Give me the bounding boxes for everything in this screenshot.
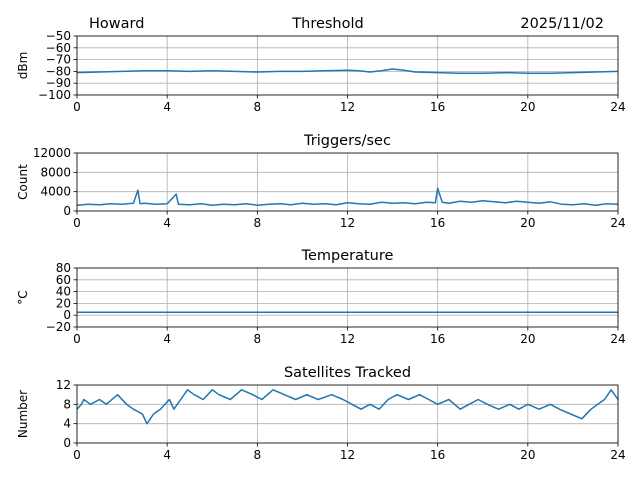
threshold-ytick-label-2: −80 <box>46 64 71 78</box>
temperature-ylabel: °C <box>16 290 30 304</box>
panel-threshold: 0 4 8 12 16 20 24 −100−90−80−70−60−50 dBm <box>16 29 626 114</box>
temperature-xtick-label-1: 4 <box>163 332 171 346</box>
triggers-xtick-label-2: 8 <box>254 216 262 230</box>
triggers-title: Triggers/sec <box>303 133 391 149</box>
temperature-xtick-label-6: 24 <box>610 332 625 346</box>
temperature-xtick-label-5: 20 <box>520 332 535 346</box>
threshold-ytick-label-5: −50 <box>46 29 71 43</box>
threshold-xtick-label-0: 0 <box>73 100 81 114</box>
satellites-xtick-label-5: 20 <box>520 448 535 462</box>
temperature-ytick-label-3: 40 <box>56 285 71 299</box>
triggers-xtick-label-6: 24 <box>610 216 625 230</box>
temperature-ytick-label-0: −20 <box>46 320 71 334</box>
triggers-xtick-label-5: 20 <box>520 216 535 230</box>
threshold-xtick-label-2: 8 <box>254 100 262 114</box>
triggers-xtick-label-4: 16 <box>430 216 445 230</box>
temperature-xtick-label-4: 16 <box>430 332 445 346</box>
satellites-ytick-label-2: 8 <box>63 397 71 411</box>
satellites-xtick-label-2: 8 <box>254 448 262 462</box>
threshold-xtick-label-6: 24 <box>610 100 625 114</box>
triggers-xtick-label-1: 4 <box>163 216 171 230</box>
temperature-xtick-label-2: 8 <box>254 332 262 346</box>
triggers-xtick-label-3: 12 <box>340 216 355 230</box>
triggers-ylabel: Count <box>16 164 30 200</box>
threshold-ytick-label-4: −60 <box>46 41 71 55</box>
satellites-ytick-label-0: 0 <box>63 436 71 450</box>
satellites-xtick-label-6: 24 <box>610 448 625 462</box>
satellites-series-line-0 <box>76 389 619 425</box>
temperature-title: Temperature <box>301 248 394 264</box>
triggers-ytick-label-0: 0 <box>63 204 71 218</box>
threshold-ytick-label-1: −90 <box>46 76 71 90</box>
threshold-ytick-label-0: −100 <box>38 88 71 102</box>
satellites-ylabel: Number <box>16 390 30 438</box>
satellites-title: Satellites Tracked <box>284 365 411 381</box>
threshold-xtick-label-5: 20 <box>520 100 535 114</box>
temperature-ytick-label-5: 80 <box>56 261 71 275</box>
temperature-xtick-label-3: 12 <box>340 332 355 346</box>
threshold-series-line-0 <box>76 68 619 74</box>
threshold-ytick-label-3: −70 <box>46 53 71 67</box>
triggers-ytick-label-3: 12000 <box>33 146 71 160</box>
satellites-xtick-label-4: 16 <box>430 448 445 462</box>
top-panel-title: Threshold <box>291 16 363 32</box>
satellites-xtick-label-1: 4 <box>163 448 171 462</box>
triggers-series-line-0 <box>76 187 619 206</box>
triggers-ytick-label-1: 4000 <box>40 185 71 199</box>
temperature-ytick-label-1: 0 <box>63 308 71 322</box>
threshold-xtick-label-1: 4 <box>163 100 171 114</box>
satellites-ytick-label-1: 4 <box>63 417 71 431</box>
panel-triggers: 0 4 8 12 16 20 24 0 4000 8000 12000 Triggers/sec Cou… <box>16 133 626 230</box>
date-label: 2025/11/02 <box>520 16 604 32</box>
threshold-xtick-label-3: 12 <box>340 100 355 114</box>
temperature-xtick-label-0: 0 <box>73 332 81 346</box>
threshold-xtick-label-4: 16 <box>430 100 445 114</box>
satellites-xtick-label-0: 0 <box>73 448 81 462</box>
temperature-ytick-label-2: 20 <box>56 296 71 310</box>
panel-satellites: 0 4 8 12 16 20 24 0 4 8 12 Satellites Tracked Number <box>16 365 626 462</box>
satellites-ytick-label-3: 12 <box>56 378 71 392</box>
satellites-xtick-label-3: 12 <box>340 448 355 462</box>
triggers-ytick-label-2: 8000 <box>40 165 71 179</box>
triggers-xtick-label-0: 0 <box>73 216 81 230</box>
temperature-ytick-label-4: 60 <box>56 273 71 287</box>
station-name: Howard <box>89 16 144 32</box>
threshold-ylabel: dBm <box>16 52 30 80</box>
